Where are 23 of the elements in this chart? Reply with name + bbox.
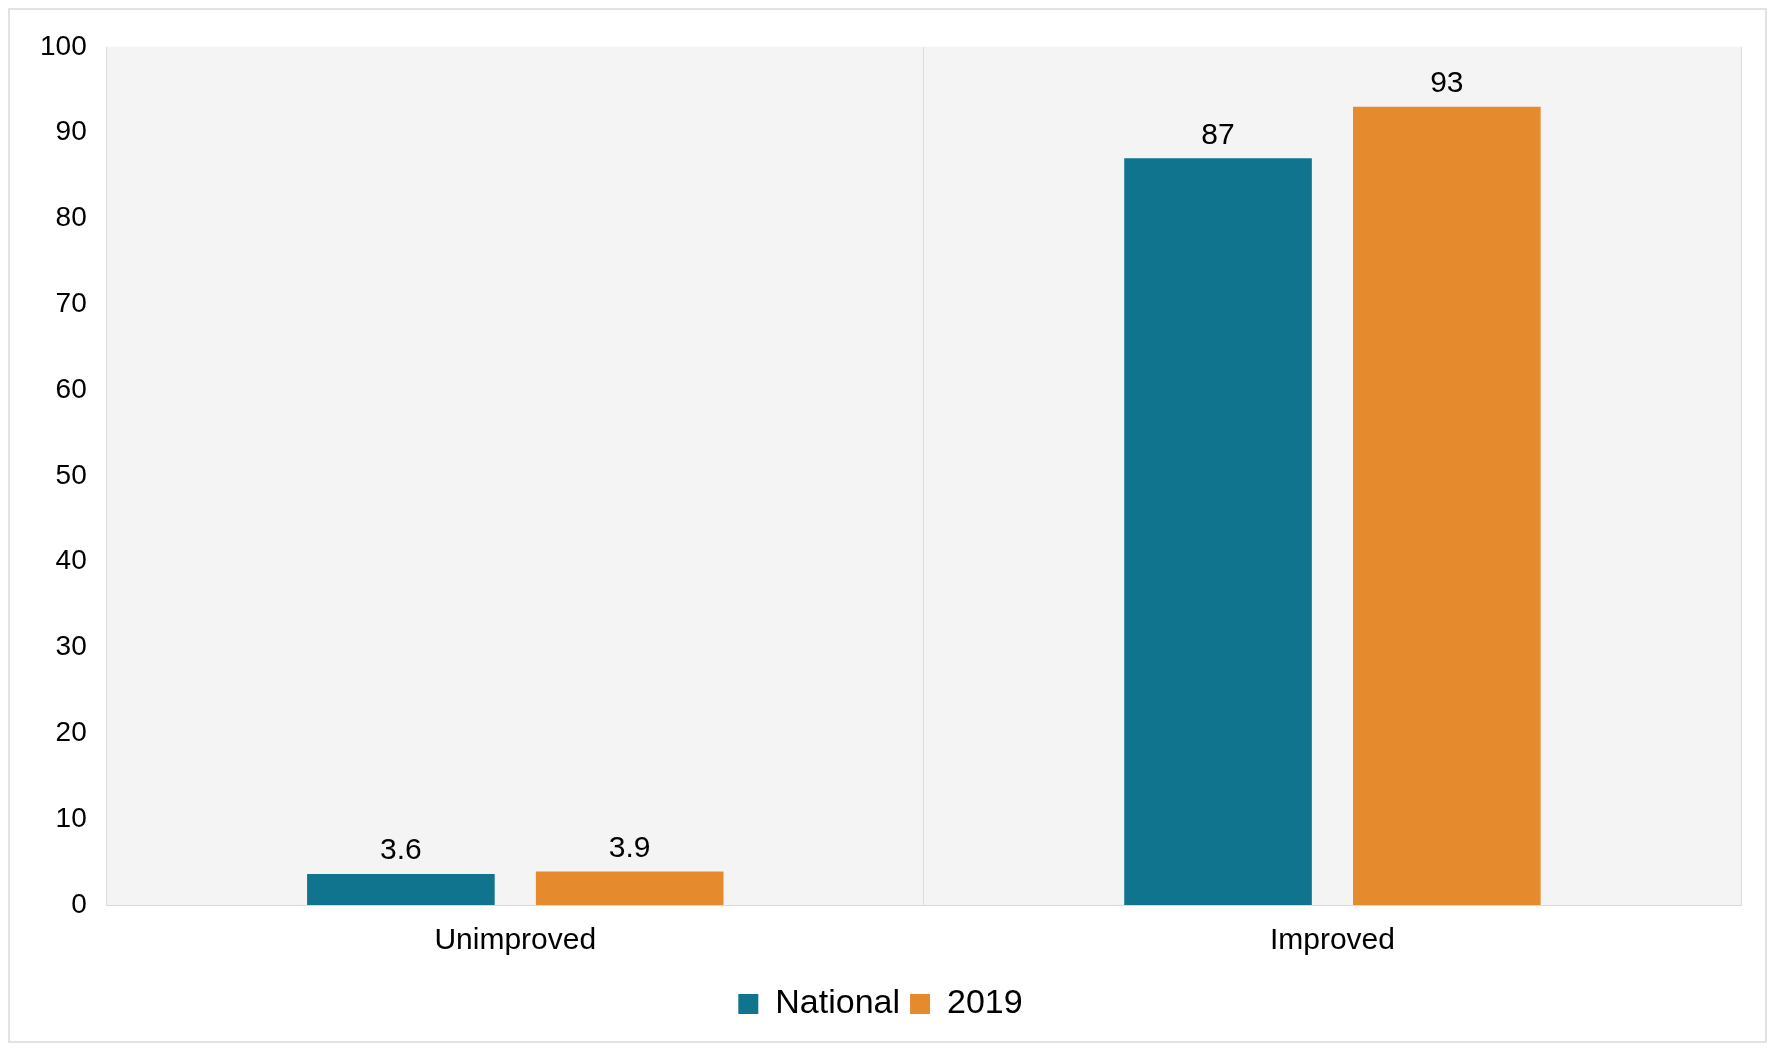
y-tick-label: 0 — [71, 887, 87, 919]
y-tick-label: 30 — [55, 630, 87, 662]
y-tick-label: 50 — [55, 458, 87, 490]
y-tick-label: 40 — [55, 544, 87, 576]
data-label: 3.6 — [380, 832, 422, 866]
x-tick-label: Improved — [1269, 922, 1395, 956]
y-tick-label: 20 — [55, 716, 87, 748]
x-tick-label: Unimproved — [434, 922, 597, 956]
legend-label: National — [775, 982, 901, 1021]
y-tick-label: 100 — [40, 29, 87, 61]
y-tick-label: 70 — [55, 286, 87, 318]
bar — [1353, 106, 1541, 905]
y-tick-label: 60 — [55, 372, 87, 404]
legend-label: 2019 — [947, 982, 1023, 1021]
bar — [535, 871, 724, 905]
bar — [307, 874, 495, 905]
data-label: 87 — [1201, 116, 1235, 150]
data-label: 93 — [1430, 65, 1464, 99]
data-label: 3.9 — [608, 829, 651, 863]
y-tick-label: 90 — [55, 115, 87, 147]
y-tick-label: 10 — [55, 801, 87, 833]
bar — [1124, 158, 1312, 905]
y-tick-label: 80 — [55, 201, 87, 233]
